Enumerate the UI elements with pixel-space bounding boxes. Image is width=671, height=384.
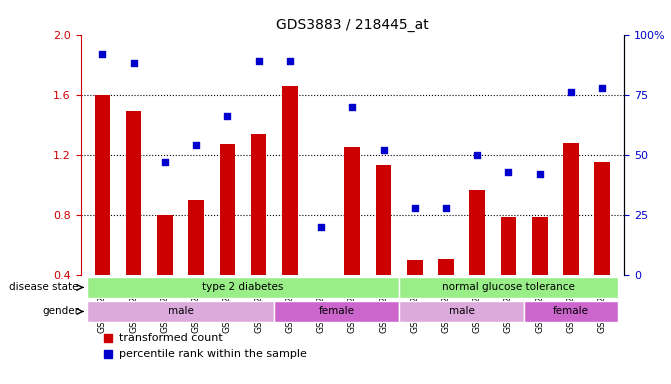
FancyBboxPatch shape bbox=[399, 276, 618, 298]
Bar bbox=[251, 134, 266, 275]
Bar bbox=[501, 217, 516, 275]
Point bbox=[441, 205, 452, 211]
Bar bbox=[344, 147, 360, 275]
Point bbox=[160, 159, 170, 165]
Point bbox=[191, 142, 201, 148]
Bar bbox=[219, 144, 235, 275]
Bar bbox=[376, 166, 391, 275]
Point bbox=[222, 113, 233, 119]
Text: percentile rank within the sample: percentile rank within the sample bbox=[119, 349, 307, 359]
Point bbox=[378, 147, 389, 153]
Bar bbox=[282, 86, 298, 275]
Point bbox=[409, 205, 420, 211]
Title: GDS3883 / 218445_at: GDS3883 / 218445_at bbox=[276, 18, 429, 32]
FancyBboxPatch shape bbox=[399, 301, 524, 322]
Point bbox=[315, 224, 326, 230]
Point bbox=[472, 152, 482, 158]
Text: transformed count: transformed count bbox=[119, 333, 222, 343]
Point bbox=[97, 51, 108, 57]
Text: male: male bbox=[449, 306, 474, 316]
Bar bbox=[126, 111, 142, 275]
FancyBboxPatch shape bbox=[87, 301, 274, 322]
Point bbox=[534, 171, 545, 177]
Bar bbox=[532, 217, 548, 275]
Text: normal glucose tolerance: normal glucose tolerance bbox=[442, 282, 575, 292]
Point bbox=[128, 60, 139, 66]
Bar bbox=[157, 215, 172, 275]
Text: type 2 diabetes: type 2 diabetes bbox=[202, 282, 284, 292]
Text: male: male bbox=[168, 306, 193, 316]
Point bbox=[347, 104, 358, 110]
Point bbox=[597, 84, 607, 91]
Point bbox=[285, 58, 295, 64]
Bar bbox=[595, 162, 610, 275]
Bar bbox=[189, 200, 204, 275]
Point bbox=[503, 169, 514, 175]
FancyBboxPatch shape bbox=[87, 276, 399, 298]
Text: disease state: disease state bbox=[9, 282, 79, 292]
Text: female: female bbox=[319, 306, 355, 316]
FancyBboxPatch shape bbox=[524, 301, 618, 322]
Bar bbox=[563, 143, 579, 275]
Text: female: female bbox=[553, 306, 589, 316]
Bar bbox=[95, 95, 110, 275]
Bar bbox=[407, 260, 423, 275]
Bar bbox=[438, 259, 454, 275]
Point bbox=[253, 58, 264, 64]
FancyBboxPatch shape bbox=[274, 301, 399, 322]
Bar bbox=[470, 190, 485, 275]
Point bbox=[566, 89, 576, 95]
Text: gender: gender bbox=[42, 306, 79, 316]
